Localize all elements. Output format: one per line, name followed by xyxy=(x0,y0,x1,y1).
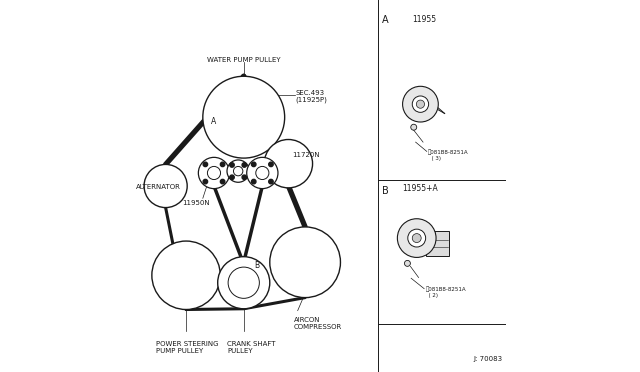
Circle shape xyxy=(256,166,269,180)
Circle shape xyxy=(412,234,421,243)
Text: ALTERNATOR: ALTERNATOR xyxy=(136,184,180,190)
Text: B: B xyxy=(382,186,389,196)
Circle shape xyxy=(203,162,207,167)
Text: POWER STEERING
PUMP PULLEY: POWER STEERING PUMP PULLEY xyxy=(156,341,219,355)
Text: AIRCON
COMPRESSOR: AIRCON COMPRESSOR xyxy=(294,317,342,330)
Circle shape xyxy=(417,100,424,108)
Text: B: B xyxy=(254,262,259,270)
Text: A: A xyxy=(211,117,216,126)
Circle shape xyxy=(198,157,230,189)
Circle shape xyxy=(228,267,259,298)
Circle shape xyxy=(203,179,207,184)
FancyBboxPatch shape xyxy=(426,231,449,256)
Text: WATER PUMP PULLEY: WATER PUMP PULLEY xyxy=(207,57,280,62)
Text: SEC.493
(11925P): SEC.493 (11925P) xyxy=(296,90,328,103)
Text: CRANK SHAFT
PULLEY: CRANK SHAFT PULLEY xyxy=(227,341,275,355)
Text: Ⓑ081B8-8251A
  ( 3): Ⓑ081B8-8251A ( 3) xyxy=(428,150,468,161)
Text: A: A xyxy=(382,15,388,25)
Circle shape xyxy=(220,162,225,167)
Circle shape xyxy=(242,175,246,180)
Circle shape xyxy=(246,157,278,189)
Circle shape xyxy=(220,179,225,184)
Circle shape xyxy=(230,175,234,180)
Circle shape xyxy=(404,260,410,266)
Text: Ⓑ081B8-8251A
  ( 2): Ⓑ081B8-8251A ( 2) xyxy=(425,286,466,298)
Circle shape xyxy=(397,219,436,257)
Text: 11955: 11955 xyxy=(412,15,436,24)
Circle shape xyxy=(218,257,270,309)
Circle shape xyxy=(242,163,246,167)
Circle shape xyxy=(227,160,250,182)
Circle shape xyxy=(144,164,187,208)
Circle shape xyxy=(207,166,221,180)
Circle shape xyxy=(269,179,273,184)
Circle shape xyxy=(234,166,243,176)
Circle shape xyxy=(408,229,426,247)
Circle shape xyxy=(230,163,234,167)
Circle shape xyxy=(252,162,256,167)
Text: 11720N: 11720N xyxy=(292,153,320,158)
Circle shape xyxy=(412,96,429,112)
Circle shape xyxy=(152,241,220,310)
Circle shape xyxy=(269,162,273,167)
Circle shape xyxy=(411,124,417,130)
Circle shape xyxy=(203,76,285,158)
Circle shape xyxy=(270,227,340,298)
Circle shape xyxy=(403,86,438,122)
Text: 11950N: 11950N xyxy=(182,200,210,206)
Text: 11955+A: 11955+A xyxy=(403,184,438,193)
Circle shape xyxy=(264,140,312,188)
Circle shape xyxy=(252,179,256,184)
Text: J: 70083: J: 70083 xyxy=(473,356,502,362)
